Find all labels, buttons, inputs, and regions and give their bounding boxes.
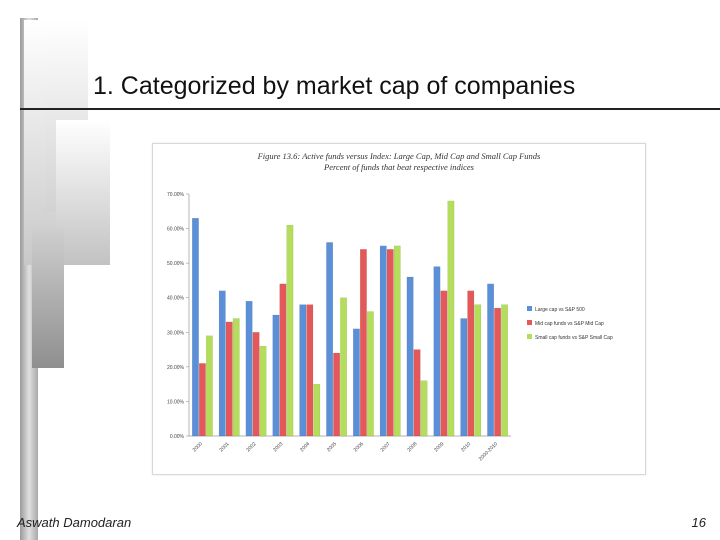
legend-label-0: Large cap vs S&P 500 — [535, 307, 585, 313]
bar-2010-series-2 — [474, 304, 482, 437]
x-tick-label: 2001 — [219, 441, 231, 453]
bar-2003-series-1 — [279, 283, 287, 437]
chart-figure: Figure 13.6: Active funds versus Index: … — [152, 143, 646, 475]
bar-2009-series-2 — [447, 200, 455, 437]
x-tick-label: 2000 — [192, 441, 204, 453]
chart-plot: 0.00% 10.00% 20.00% 30.00% 40.00% 50.00% 60.00… — [167, 192, 613, 462]
y-tick-label: 20.00% — [167, 365, 185, 371]
bar-2003-series-2 — [286, 224, 294, 437]
bar-2008-series-0 — [406, 276, 414, 437]
bar-2002-series-0 — [245, 300, 253, 437]
bar-2007-series-2 — [393, 245, 401, 437]
legend-swatch-2 — [527, 334, 532, 339]
x-tick-label: 2007 — [380, 441, 392, 453]
legend-swatch-1 — [527, 320, 532, 325]
bar-2005-series-2 — [340, 297, 347, 437]
bar-2000-series-0 — [192, 217, 199, 437]
bar-2008-series-1 — [413, 349, 421, 437]
y-tick-label: 50.00% — [167, 261, 185, 267]
y-tick-label: 70.00% — [167, 192, 185, 198]
bar-2007-series-1 — [386, 249, 394, 437]
x-tick-label: 2002 — [245, 441, 257, 453]
legend-label-2: Small cap funds vs S&P Small Cap — [535, 335, 613, 341]
decor-bar-4 — [56, 120, 110, 265]
bar-2000-2010-series-0 — [487, 283, 495, 437]
bar-2000-2010-series-2 — [501, 304, 508, 437]
bar-2006-series-2 — [366, 311, 374, 437]
slide-title: 1. Categorized by market cap of companie… — [93, 72, 576, 100]
bar-2010-series-0 — [460, 318, 468, 437]
bar-2004-series-2 — [313, 383, 321, 437]
bar-2005-series-1 — [333, 352, 341, 437]
y-tick-label: 60.00% — [167, 227, 185, 233]
bar-2001-series-2 — [232, 318, 240, 437]
chart-subtitle: Percent of funds that beat respective in… — [324, 162, 474, 172]
bar-2002-series-1 — [252, 332, 260, 437]
x-tick-label: 2003 — [272, 441, 284, 453]
bar-2009-series-0 — [433, 266, 441, 437]
bar-2004-series-1 — [306, 304, 314, 437]
decor-bar-5 — [32, 228, 64, 368]
y-tick-label: 10.00% — [167, 399, 185, 405]
bar-2001-series-0 — [218, 290, 226, 437]
bar-2000-series-1 — [198, 363, 206, 437]
x-tick-label: 2005 — [326, 441, 338, 453]
bar-2010-series-1 — [467, 290, 475, 437]
bar-2007-series-0 — [379, 245, 387, 437]
bar-2006-series-0 — [353, 328, 360, 437]
x-tick-label: 2000-2010 — [478, 441, 499, 462]
legend-label-1: Mid cap funds vs S&P Mid Cap — [535, 321, 604, 327]
x-tick-label: 2004 — [299, 441, 311, 453]
title-divider — [20, 108, 720, 110]
page-number: 16 — [691, 515, 706, 530]
bar-2000-2010-series-1 — [494, 307, 502, 437]
y-tick-label: 30.00% — [167, 330, 185, 336]
bar-2002-series-2 — [259, 345, 267, 437]
bar-2004-series-0 — [299, 304, 307, 437]
y-tick-label: 40.00% — [167, 296, 185, 302]
bar-2003-series-0 — [272, 314, 280, 437]
bar-2001-series-1 — [225, 321, 233, 437]
x-tick-label: 2010 — [460, 441, 472, 453]
bar-2006-series-1 — [359, 249, 367, 437]
bar-2009-series-1 — [440, 290, 448, 437]
chart-title: Figure 13.6: Active funds versus Index: … — [257, 151, 541, 161]
x-tick-label: 2006 — [353, 441, 365, 453]
x-tick-label: 2009 — [433, 441, 445, 453]
x-tick-label: 2008 — [406, 441, 418, 453]
bar-2000-series-2 — [205, 335, 213, 437]
bar-2008-series-2 — [420, 380, 428, 437]
bar-2005-series-0 — [326, 242, 334, 437]
footer-author: Aswath Damodaran — [17, 515, 132, 530]
legend-swatch-0 — [527, 306, 532, 311]
y-tick-label: 0.00% — [170, 434, 185, 440]
